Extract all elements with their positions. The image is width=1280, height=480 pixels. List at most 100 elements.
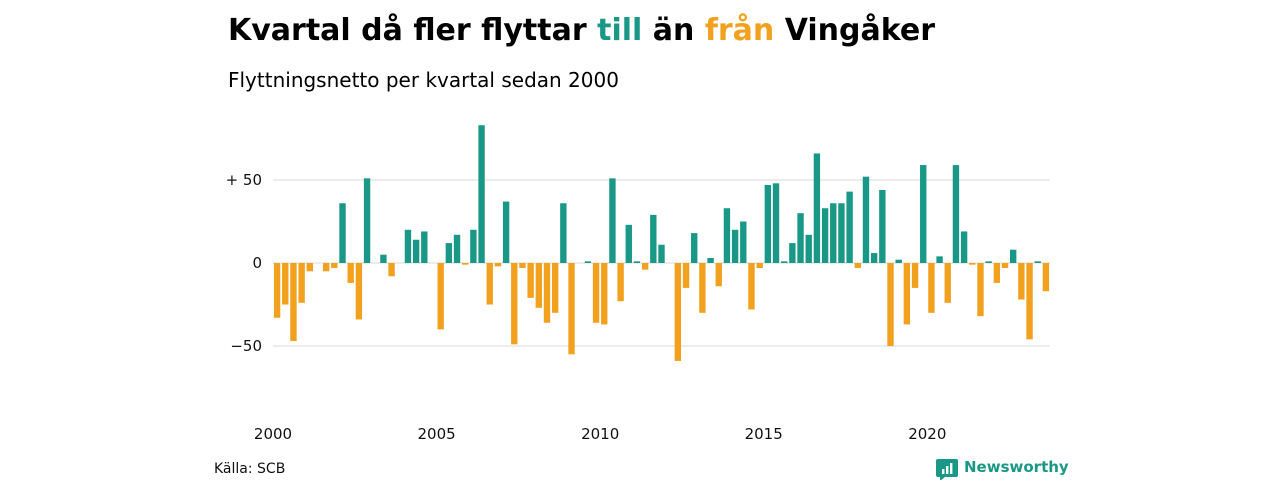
source-note: Källa: SCB (214, 461, 285, 477)
bar-2020Q2 (936, 256, 943, 263)
bar-2002Q2 (347, 263, 354, 283)
bar-2003Q3 (388, 263, 395, 277)
bar-2020Q4 (952, 165, 960, 263)
bar-2016Q2 (805, 234, 812, 263)
bar-2018Q1 (862, 176, 870, 263)
bar-2013Q4 (723, 208, 731, 263)
bar-2006Q4 (494, 263, 502, 267)
bar-2022Q3 (1010, 249, 1017, 263)
bar-2007Q3 (519, 263, 526, 268)
bar-2008Q4 (560, 203, 567, 263)
bar-2012Q4 (691, 233, 698, 263)
bar-2000Q2 (282, 263, 289, 305)
x-tick-label: 2020 (908, 425, 946, 443)
bar-2001Q3 (322, 263, 330, 272)
bar-2019Q3 (911, 263, 919, 288)
chart-subtitle: Flyttningsnetto per kvartal sedan 2000 (228, 68, 619, 92)
bar-2018Q4 (887, 263, 894, 346)
bar-2021Q3 (977, 263, 984, 317)
bar-2017Q3 (846, 191, 853, 263)
bar-2022Q2 (1001, 263, 1009, 268)
bar-2011Q2 (641, 263, 649, 270)
bar-2020Q1 (928, 263, 935, 313)
bar-2012Q2 (674, 263, 682, 361)
x-tick-label: 2010 (581, 425, 619, 443)
y-tick-label: + 50 (226, 171, 262, 189)
bar-2002Q1 (339, 203, 346, 263)
bar-2004Q2 (412, 239, 420, 263)
bar-2001Q1 (306, 263, 313, 272)
bar-2009Q4 (592, 263, 600, 323)
y-tick-label: 0 (252, 254, 262, 272)
bar-2007Q2 (511, 263, 518, 345)
bar-2009Q1 (568, 263, 575, 355)
bar-2005Q1 (437, 263, 444, 330)
bar-2023Q3 (1042, 263, 1050, 292)
bar-2001Q4 (331, 263, 338, 268)
x-tick-label: 2000 (254, 425, 292, 443)
x-tick-label: 2015 (745, 425, 783, 443)
bar-2010Q1 (601, 263, 608, 325)
bar-2013Q1 (699, 263, 706, 313)
chart-title: Kvartal då fler flyttar till än från Vin… (228, 12, 935, 48)
bar-2003Q2 (380, 254, 387, 263)
bar-2005Q3 (453, 234, 461, 263)
y-axis-ticks: + 50 0 −50 (226, 171, 262, 355)
bar-2013Q3 (715, 263, 722, 287)
bar-2010Q2 (609, 178, 616, 263)
bar-2007Q4 (527, 263, 534, 298)
bar-2011Q1 (633, 261, 641, 263)
bar-2023Q1 (1026, 263, 1033, 340)
bar-2015Q3 (780, 261, 788, 263)
bar-2016Q1 (797, 213, 804, 263)
bar-2013Q2 (707, 258, 714, 263)
brand-name: Newsworthy (964, 458, 1069, 476)
bar-2015Q4 (789, 243, 796, 263)
bar-2018Q2 (870, 253, 878, 263)
bar-2014Q1 (731, 229, 739, 263)
bar-2010Q3 (617, 263, 624, 302)
bar-2014Q3 (748, 263, 755, 310)
bar-2017Q4 (854, 263, 861, 268)
bar-2021Q4 (985, 261, 992, 263)
bar-2015Q1 (764, 184, 772, 263)
bar-2008Q1 (535, 263, 543, 308)
bar-2017Q1 (830, 203, 837, 263)
bar-2016Q3 (813, 153, 821, 263)
x-axis-ticks: 2000 2005 2010 2015 2020 (254, 425, 946, 443)
bar-2004Q3 (421, 231, 428, 263)
bar-2007Q1 (502, 201, 510, 263)
bar-2005Q2 (445, 243, 453, 263)
y-tick-label: −50 (230, 337, 262, 355)
bar-2014Q4 (756, 263, 763, 268)
bar-2021Q1 (960, 231, 968, 263)
bar-2008Q2 (543, 263, 551, 323)
bar-2005Q4 (462, 263, 469, 265)
bar-2006Q1 (470, 229, 477, 263)
bar-2018Q3 (879, 189, 886, 263)
bar-2019Q4 (920, 165, 927, 263)
x-tick-label: 2005 (418, 425, 456, 443)
bar-2002Q3 (355, 263, 363, 320)
bar-2010Q4 (625, 224, 632, 263)
bar-2006Q3 (486, 263, 493, 305)
bar-2011Q3 (650, 214, 657, 263)
bar-2017Q2 (838, 203, 845, 263)
bar-2020Q3 (944, 263, 951, 303)
bar-2015Q2 (772, 183, 780, 263)
bar-2006Q2 (478, 125, 485, 263)
bar-2011Q4 (658, 244, 665, 263)
bar-2000Q4 (298, 263, 305, 303)
bar-2016Q4 (821, 208, 829, 263)
bar-2023Q2 (1034, 261, 1041, 263)
bar-2000Q1 (273, 263, 281, 318)
bars (273, 125, 1050, 361)
bar-2000Q3 (290, 263, 297, 342)
bar-2021Q2 (969, 263, 976, 265)
bar-2022Q4 (1018, 263, 1025, 300)
bar-2022Q1 (993, 263, 1001, 283)
bar-2014Q2 (740, 221, 747, 263)
bar-2004Q1 (404, 229, 412, 263)
bar-2019Q2 (903, 263, 911, 325)
